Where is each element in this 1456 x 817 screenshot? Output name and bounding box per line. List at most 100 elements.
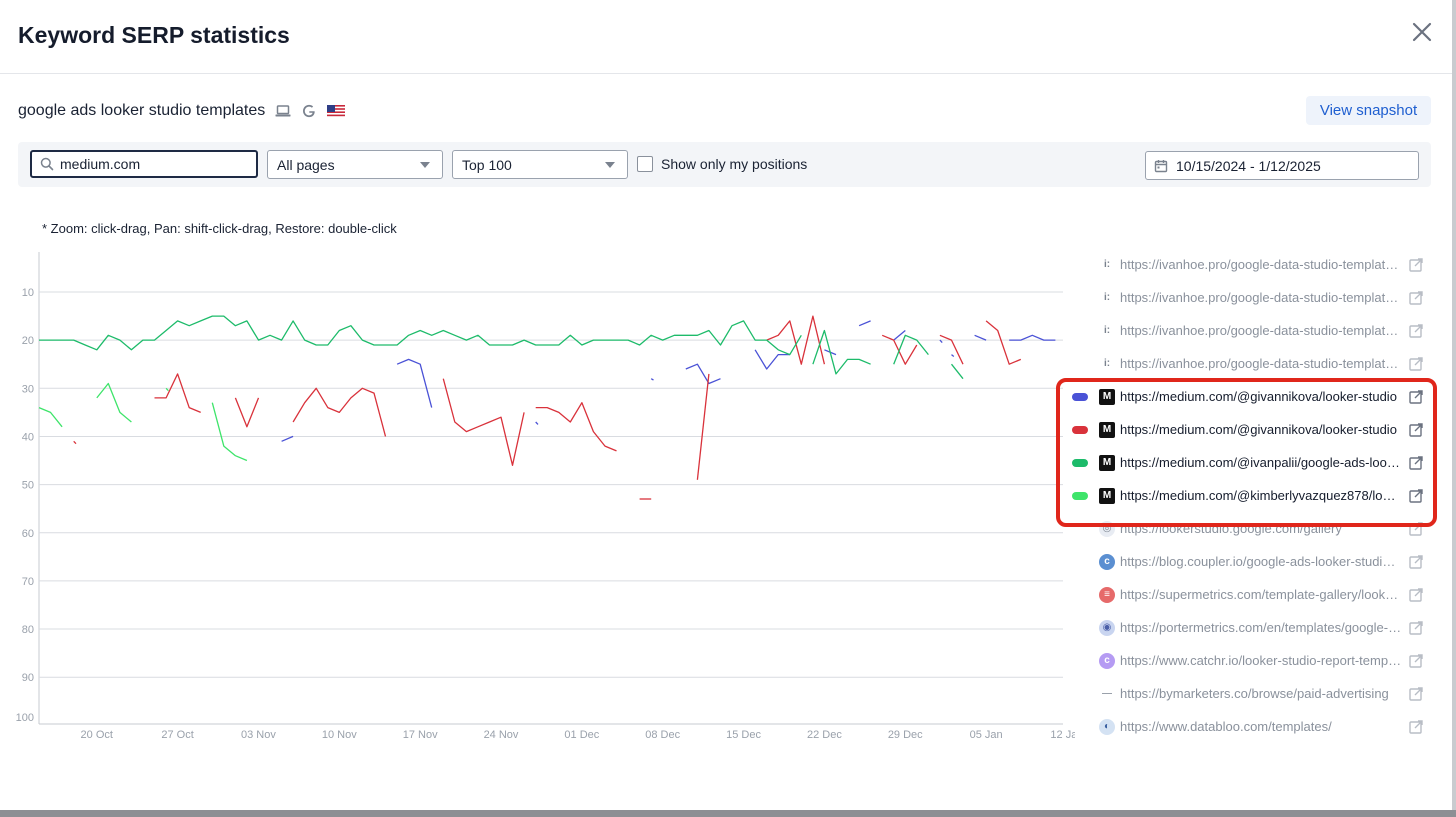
external-link-icon[interactable]	[1408, 719, 1424, 735]
medium-icon: M	[1099, 388, 1115, 405]
serp-position-chart[interactable]: 10 20 30 40 50 60 70 80 90 100 20 Oct 27 Oct 03 Nov 1…	[0, 240, 1075, 750]
window-bottom-edge	[0, 810, 1456, 817]
domain-search-input[interactable]: medium.com	[30, 150, 258, 178]
x-tick-label: 20 Oct	[81, 729, 113, 741]
top-select[interactable]: Top 100	[452, 150, 628, 179]
date-range-picker[interactable]: 10/15/2024 - 1/12/2025	[1145, 151, 1419, 180]
series-line-2	[881, 334, 918, 365]
y-tick-label: 60	[22, 528, 34, 540]
ivanhoe-icon: i:	[1103, 259, 1111, 270]
series-line-1	[1009, 334, 1056, 341]
series-line-2	[292, 387, 387, 437]
legend-item[interactable]: c https://www.catchr.io/looker-studio-rep…	[1092, 644, 1432, 677]
view-snapshot-button[interactable]: View snapshot	[1306, 96, 1431, 125]
databloo-icon: ◐	[1099, 718, 1115, 735]
external-link-icon[interactable]	[1408, 389, 1424, 405]
medium-icon: M	[1099, 487, 1115, 504]
y-tick-label: 100	[16, 712, 34, 724]
external-link-icon[interactable]	[1408, 422, 1424, 438]
external-link-icon[interactable]	[1408, 257, 1424, 273]
series-line-3	[812, 329, 871, 375]
window-edge	[1452, 0, 1456, 817]
google-icon	[301, 103, 317, 119]
series-line-2	[535, 402, 617, 452]
legend-item[interactable]: c https://blog.coupler.io/google-ads-look…	[1092, 545, 1432, 578]
legend-url[interactable]: https://ivanhoe.pro/google-data-studio-t…	[1120, 257, 1402, 272]
series-line-1	[650, 378, 654, 381]
pages-select[interactable]: All pages	[267, 150, 443, 179]
legend-url[interactable]: https://supermetrics.com/template-galler…	[1120, 587, 1402, 602]
pages-select-value: All pages	[277, 156, 335, 173]
series-color-swatch	[1072, 393, 1088, 401]
series-line-2	[939, 334, 964, 365]
legend-item[interactable]: i: https://ivanhoe.pro/google-data-studio…	[1092, 347, 1432, 380]
legend-url[interactable]: https://www.catchr.io/looker-studio-repo…	[1120, 653, 1402, 668]
series-line-3	[893, 334, 929, 365]
series-line-4	[211, 402, 248, 462]
external-link-icon[interactable]	[1408, 290, 1424, 306]
external-link-icon[interactable]	[1408, 455, 1424, 471]
y-tick-label: 30	[22, 383, 34, 395]
legend-item[interactable]: i: https://ivanhoe.pro/google-data-studio…	[1092, 314, 1432, 347]
filters-bar: medium.com All pages Top 100 Show only m…	[18, 142, 1431, 187]
legend-item[interactable]: i: https://ivanhoe.pro/google-data-studio…	[1092, 281, 1432, 314]
external-link-icon[interactable]	[1408, 488, 1424, 504]
series-color-swatch	[1072, 426, 1088, 434]
legend-item[interactable]: ≡ https://supermetrics.com/template-galle…	[1092, 578, 1432, 611]
legend-url[interactable]: https://bymarketers.co/browse/paid-adver…	[1120, 686, 1389, 701]
external-link-icon[interactable]	[1408, 587, 1424, 603]
x-tick-label: 15 Dec	[726, 729, 761, 741]
series-line-3	[39, 315, 802, 356]
x-tick-label: 10 Nov	[322, 729, 357, 741]
external-link-icon[interactable]	[1408, 620, 1424, 636]
calendar-icon	[1154, 159, 1168, 172]
external-link-icon[interactable]	[1408, 653, 1424, 669]
y-tick-label: 80	[22, 624, 34, 636]
legend-item[interactable]: ◉ https://portermetrics.com/en/templates/…	[1092, 611, 1432, 644]
legend-url[interactable]: https://blog.coupler.io/google-ads-looke…	[1120, 554, 1402, 569]
x-tick-label: 22 Dec	[807, 729, 842, 741]
ivanhoe-icon: i:	[1103, 292, 1111, 303]
search-value: medium.com	[60, 156, 141, 172]
legend-url[interactable]: https://ivanhoe.pro/google-data-studio-t…	[1120, 290, 1402, 305]
x-tick-label: 03 Nov	[241, 729, 276, 741]
x-tick-label: 12 Jan	[1050, 729, 1075, 741]
series-line-2	[766, 315, 826, 365]
close-icon[interactable]	[1408, 18, 1436, 46]
modal-title: Keyword SERP statistics	[18, 22, 290, 48]
legend-url[interactable]: https://www.databloo.com/templates/	[1120, 719, 1332, 734]
legend-url[interactable]: https://portermetrics.com/en/templates/g…	[1120, 620, 1402, 635]
chart-hint: * Zoom: click-drag, Pan: shift-click-dra…	[42, 221, 397, 236]
series-line-1	[535, 421, 539, 425]
ivanhoe-icon: i:	[1103, 358, 1111, 369]
series-line-1	[893, 329, 906, 341]
legend-item[interactable]: — https://bymarketers.co/browse/paid-adve…	[1092, 677, 1432, 710]
series-line-2	[442, 378, 525, 466]
legend-url[interactable]: https://ivanhoe.pro/google-data-studio-t…	[1120, 323, 1402, 338]
series-line-2	[73, 440, 77, 445]
legend-item[interactable]: i: https://ivanhoe.pro/google-data-studio…	[1092, 248, 1432, 281]
y-tick-label: 90	[22, 672, 34, 684]
series-line-1	[951, 354, 955, 358]
x-tick-label: 01 Dec	[564, 729, 599, 741]
show-my-positions-checkbox[interactable]	[637, 156, 653, 172]
external-link-icon[interactable]	[1408, 554, 1424, 570]
medium-icon: M	[1099, 454, 1115, 471]
y-tick-label: 70	[22, 576, 34, 588]
legend-item[interactable]: ◐ https://www.databloo.com/templates/	[1092, 710, 1432, 743]
series-line-1	[281, 435, 294, 442]
show-my-positions-label[interactable]: Show only my positions	[661, 156, 808, 172]
series-line-2	[985, 320, 1022, 365]
external-link-icon[interactable]	[1408, 356, 1424, 372]
x-tick-label: 27 Oct	[161, 729, 193, 741]
external-link-icon[interactable]	[1408, 323, 1424, 339]
series-line-1	[939, 339, 943, 344]
external-link-icon[interactable]	[1408, 686, 1424, 702]
legend-url[interactable]: https://ivanhoe.pro/google-data-studio-t…	[1120, 356, 1402, 371]
keyword-text: google ads looker studio templates	[18, 102, 266, 119]
